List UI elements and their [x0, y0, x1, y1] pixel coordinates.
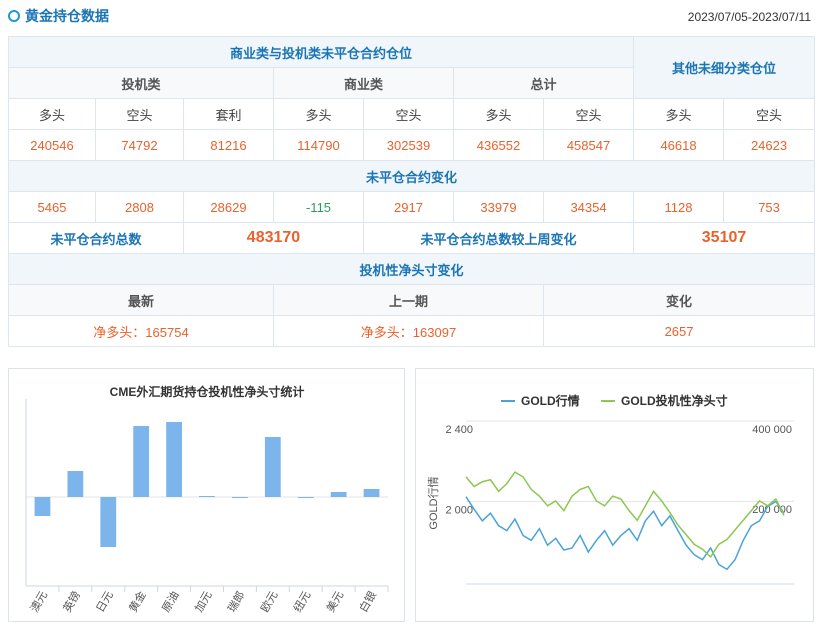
header-cell: 总计	[452, 67, 635, 99]
x-tick-label: 加元	[192, 589, 214, 615]
y-tick-label: 2 000	[445, 504, 473, 516]
bar	[100, 497, 117, 547]
bar	[264, 437, 281, 497]
chart-title: CME外汇期货持仓投机性净头寸统计	[110, 384, 305, 399]
label-cell: 未平仓合约总数较上周变化	[362, 222, 635, 254]
column-header: 空头	[363, 98, 454, 130]
line-panel: 2 000 2 400 200 000 400 000 GOLD行情 GOLD行情 GOLD…	[415, 368, 814, 622]
column-header: 多头	[273, 98, 364, 130]
bar	[297, 497, 314, 498]
value-cell: 46618	[633, 129, 725, 161]
x-tick-label: 纽元	[290, 589, 313, 615]
y2-tick-label: 200 000	[752, 504, 792, 516]
value-cell: 1128	[633, 191, 725, 223]
header-cell: 最新	[8, 284, 274, 316]
column-header: 多头	[8, 98, 96, 130]
header-cell: 投机类	[8, 67, 274, 99]
value-cell: 24623	[723, 129, 816, 161]
x-tick-label: 原油	[159, 589, 182, 615]
x-tick-label: 瑞郎	[224, 589, 247, 615]
value-cell: 净多头：165754	[8, 315, 274, 347]
bar	[330, 492, 347, 497]
value-cell: -115	[273, 191, 364, 223]
value-cell: 81216	[183, 129, 274, 161]
column-header: 多头	[453, 98, 544, 130]
bar-panel: CME外汇期货持仓投机性净头寸统计澳元 英镑 日元 黄金 原油 加元 瑞郎 欧元 纽元 美元 白银	[8, 368, 405, 622]
title-text: 黄金持仓数据	[25, 8, 109, 24]
column-header: 多头	[633, 98, 725, 130]
header-cell: 变化	[542, 284, 816, 316]
column-header: 空头	[723, 98, 816, 130]
bar	[232, 497, 248, 498]
legend-label: GOLD投机性净头寸	[621, 393, 728, 408]
column-header: 空头	[542, 98, 635, 130]
value-cell: 483170	[183, 222, 364, 254]
series-line	[465, 496, 785, 571]
section-title: 黄金持仓数据	[8, 6, 109, 26]
x-tick-label: 黄金	[126, 589, 149, 615]
x-tick-label: 日元	[94, 590, 115, 615]
value-cell: 2657	[542, 315, 816, 347]
y2-tick-label: 400 000	[752, 424, 792, 436]
value-cell: 74792	[95, 129, 184, 161]
value-cell: 5465	[8, 191, 96, 223]
value-cell: 2808	[95, 191, 184, 223]
value-cell: 240546	[8, 129, 96, 161]
series-line	[465, 471, 785, 559]
header-cell: 其他未细分类仓位	[633, 36, 816, 99]
y-tick-label: 2 400	[445, 424, 473, 436]
header-cell: 商业类与投机类未平仓合约仓位	[7, 36, 635, 68]
bar	[34, 497, 51, 516]
bar	[363, 489, 380, 497]
header-cell: 未平仓合约变化	[7, 160, 816, 192]
line-chart: 2 000 2 400 200 000 400 000 GOLD行情 GOLD行情 GOLD…	[427, 393, 794, 585]
bar	[67, 471, 84, 497]
y-axis-title: GOLD行情	[427, 476, 440, 529]
x-tick-label: 欧元	[258, 589, 280, 615]
header-cell: 上一期	[273, 284, 544, 316]
x-tick-label: 白银	[356, 589, 379, 615]
bar	[199, 496, 215, 497]
label-cell: 未平仓合约总数	[8, 222, 184, 254]
bar	[133, 426, 150, 497]
column-header: 空头	[95, 98, 184, 130]
header-cell: 投机性净头寸变化	[7, 253, 816, 285]
value-cell: 2917	[363, 191, 454, 223]
position-table: 商业类与投机类未平仓合约仓位 其他未细分类仓位 投机类 商业类 总计 多头 空头 套利 多头…	[7, 36, 816, 347]
value-cell: 33979	[453, 191, 544, 223]
value-cell: 436552	[453, 129, 544, 161]
value-cell: 114790	[273, 129, 364, 161]
x-tick-label: 美元	[324, 589, 346, 615]
value-cell: 34354	[542, 191, 635, 223]
column-header: 套利	[183, 98, 274, 130]
value-cell: 458547	[542, 129, 635, 161]
date-range: 2023/07/05-2023/07/11	[687, 10, 811, 24]
x-tick-label: 澳元	[28, 589, 50, 615]
bar	[166, 422, 182, 497]
value-cell: 35107	[633, 222, 816, 254]
legend-label: GOLD行情	[521, 393, 580, 408]
value-cell: 净多头：163097	[273, 315, 544, 347]
value-cell: 302539	[363, 129, 454, 161]
value-cell: 753	[723, 191, 816, 223]
header-cell: 商业类	[273, 67, 454, 99]
value-cell: 28629	[183, 191, 274, 223]
x-tick-label: 英镑	[60, 589, 83, 615]
